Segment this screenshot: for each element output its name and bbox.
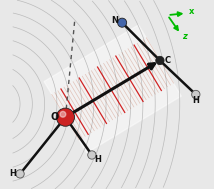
Circle shape [88,151,96,159]
Text: H: H [94,155,101,164]
Circle shape [16,170,24,178]
Circle shape [192,90,200,99]
Circle shape [117,18,127,27]
Text: O: O [51,112,59,122]
Circle shape [156,56,164,65]
Polygon shape [44,25,181,153]
Text: H: H [9,169,16,178]
Circle shape [60,111,66,117]
Text: H: H [192,96,199,105]
Text: x: x [188,7,194,16]
Text: C: C [164,56,171,65]
Circle shape [56,108,74,126]
Text: z: z [182,32,187,41]
Text: N: N [111,16,118,25]
